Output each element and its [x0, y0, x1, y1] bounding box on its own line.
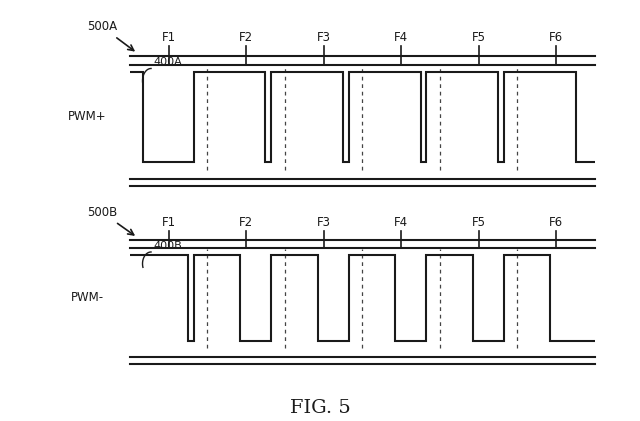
Text: 400B: 400B — [153, 241, 182, 251]
Text: F4: F4 — [394, 31, 408, 44]
Text: 400A: 400A — [153, 57, 182, 67]
Text: PWM-: PWM- — [70, 291, 104, 304]
Text: FIG. 5: FIG. 5 — [290, 399, 350, 417]
Text: F5: F5 — [472, 216, 486, 229]
Text: F3: F3 — [317, 31, 331, 44]
Text: F3: F3 — [317, 216, 331, 229]
Text: F6: F6 — [549, 31, 563, 44]
Text: 500A: 500A — [87, 21, 134, 51]
Text: F4: F4 — [394, 216, 408, 229]
Text: 500B: 500B — [87, 206, 134, 235]
Text: F2: F2 — [239, 216, 253, 229]
Text: F5: F5 — [472, 31, 486, 44]
Text: F2: F2 — [239, 31, 253, 44]
Text: F1: F1 — [161, 31, 175, 44]
Text: PWM+: PWM+ — [68, 110, 106, 123]
Text: F6: F6 — [549, 216, 563, 229]
Text: F1: F1 — [161, 216, 175, 229]
